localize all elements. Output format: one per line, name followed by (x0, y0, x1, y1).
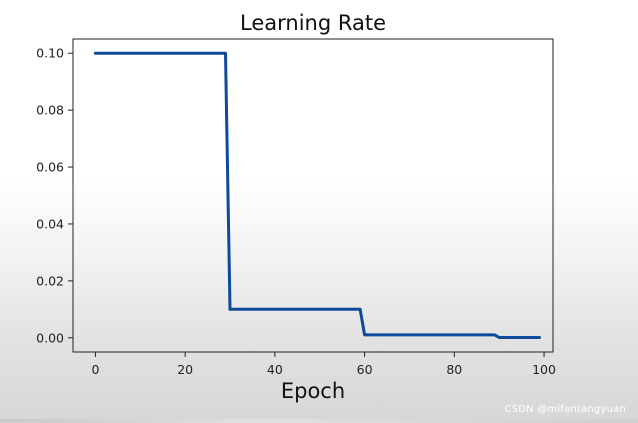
y-tick-label: 0.06 (36, 160, 64, 175)
x-axis-label: Epoch (281, 379, 345, 403)
chart-title: Learning Rate (240, 11, 386, 35)
x-tick-label: 20 (177, 362, 193, 377)
x-tick-label: 60 (357, 362, 373, 377)
x-tick-label: 40 (267, 362, 283, 377)
y-axis: 0.00 0.02 0.04 0.06 0.08 0.10 (36, 46, 73, 345)
bottom-strip (0, 419, 638, 423)
x-tick-label: 80 (446, 362, 462, 377)
series-line (93, 51, 541, 339)
watermark: CSDN @mifantangyuan (504, 404, 626, 415)
y-tick-label: 0.08 (36, 103, 64, 118)
y-tick-label: 0.00 (36, 330, 64, 345)
series-layer (93, 51, 541, 339)
y-tick-label: 0.10 (36, 46, 64, 61)
y-tick-label: 0.02 (36, 273, 64, 288)
x-tick-label: 100 (532, 362, 556, 377)
x-axis: 0 20 40 60 80 100 (91, 352, 556, 377)
x-tick-label: 0 (91, 362, 99, 377)
y-tick-label: 0.04 (36, 216, 64, 231)
plot-area-frame (72, 38, 554, 353)
